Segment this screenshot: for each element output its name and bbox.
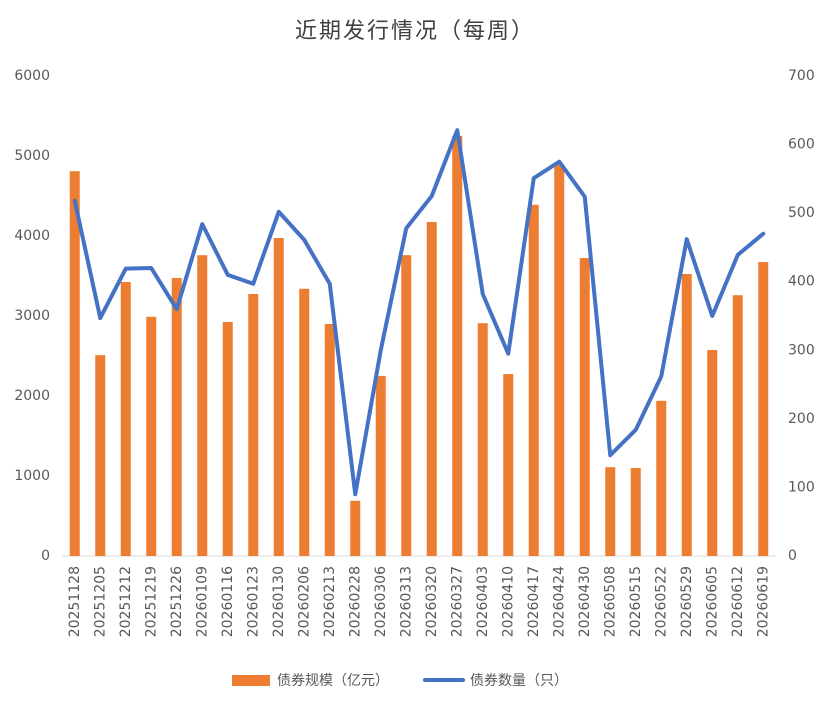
- x-tick-label: 20260529: [679, 566, 695, 637]
- bar: [120, 282, 131, 556]
- bar: [554, 164, 565, 557]
- bar: [401, 255, 412, 556]
- y2-tick-label: 300: [788, 342, 815, 358]
- x-tick-label: 20251219: [143, 566, 159, 637]
- x-tick-label: 20251128: [67, 566, 83, 637]
- legend-swatch: [232, 675, 270, 686]
- y-tick-label: 0: [41, 548, 50, 564]
- x-tick-label: 20260109: [194, 566, 210, 637]
- y2-tick-label: 400: [788, 274, 815, 290]
- bar: [222, 322, 233, 556]
- y2-tick-label: 500: [788, 205, 815, 221]
- bar: [426, 222, 437, 556]
- bar: [197, 255, 208, 556]
- bar: [528, 204, 539, 557]
- y-tick-label: 1000: [14, 468, 50, 484]
- x-tick-label: 20260228: [347, 566, 363, 637]
- bar: [732, 295, 743, 556]
- x-tick-label: 20260123: [245, 566, 261, 637]
- bar: [69, 171, 80, 556]
- bar: [146, 316, 157, 556]
- chart-title: 近期发行情况（每周）: [295, 19, 535, 44]
- bar: [758, 262, 769, 556]
- y2-tick-label: 100: [788, 479, 815, 495]
- bar: [95, 355, 106, 556]
- x-tick-label: 20260213: [322, 566, 338, 637]
- x-tick-label: 20260612: [730, 566, 746, 637]
- y-tick-label: 4000: [14, 228, 50, 244]
- bar: [503, 374, 514, 556]
- y-tick-label: 3000: [14, 308, 50, 324]
- x-tick-label: 20260515: [628, 566, 644, 637]
- bar: [605, 467, 616, 556]
- y-tick-label: 6000: [14, 68, 50, 84]
- line: [72, 128, 766, 497]
- x-tick-label: 20260306: [373, 566, 389, 637]
- bar: [324, 324, 335, 556]
- x-tick-label: 20260320: [424, 566, 440, 637]
- bar: [707, 350, 718, 556]
- bar: [375, 376, 386, 556]
- bar: [681, 274, 692, 556]
- x-tick-label: 20260508: [602, 566, 618, 637]
- y2-tick-label: 200: [788, 411, 815, 427]
- y2-tick-label: 700: [788, 68, 815, 84]
- x-tick-label: 20260130: [271, 566, 287, 637]
- bar: [656, 400, 667, 556]
- y2-tick-label: 0: [788, 548, 797, 564]
- bar: [630, 468, 641, 556]
- x-tick-label: 20260327: [449, 566, 465, 637]
- bar: [477, 323, 488, 556]
- x-tick-label: 20260522: [653, 566, 669, 637]
- x-tick-label: 20251226: [169, 566, 185, 637]
- x-tick-label: 20260206: [296, 566, 312, 637]
- x-tick-label: 20251212: [118, 566, 134, 637]
- bar: [452, 136, 463, 556]
- bar: [273, 238, 284, 556]
- x-tick-label: 20260605: [704, 566, 720, 637]
- x-tick-label: 20260410: [500, 566, 516, 637]
- x-tick-label: 20260403: [475, 566, 491, 637]
- y-tick-label: 2000: [14, 388, 50, 404]
- bar: [350, 500, 361, 556]
- y2-tick-label: 600: [788, 137, 815, 153]
- bar: [299, 288, 310, 556]
- x-tick-label: 20260424: [551, 566, 567, 637]
- x-tick-label: 20260619: [755, 566, 771, 637]
- legend-label: 债券数量（只）: [470, 673, 568, 689]
- bar: [171, 278, 182, 556]
- x-tick-label: 20251205: [92, 566, 108, 637]
- x-tick-label: 20260417: [526, 566, 542, 637]
- bar: [579, 258, 590, 556]
- bar: [248, 294, 259, 556]
- y-tick-label: 5000: [14, 148, 50, 164]
- x-tick-label: 20260430: [577, 566, 593, 637]
- x-tick-label: 20260116: [220, 566, 236, 637]
- x-tick-label: 20260313: [398, 566, 414, 637]
- legend-label: 债券规模（亿元）: [277, 673, 389, 689]
